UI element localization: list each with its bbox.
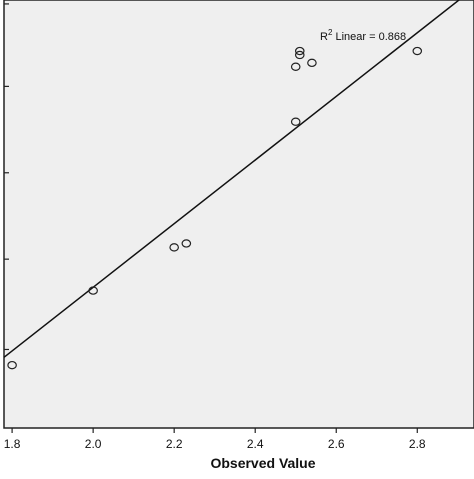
annotation-suffix: Linear = 0.868	[332, 31, 406, 43]
data-point	[290, 62, 301, 71]
plot-area	[3, 0, 474, 429]
x-tick-label: 2.6	[328, 437, 345, 451]
data-point	[294, 50, 305, 60]
data-points	[7, 46, 423, 370]
x-tick-label: 2.2	[166, 437, 183, 451]
annotation-prefix: R	[320, 31, 328, 43]
x-axis-title: Observed Value	[210, 455, 315, 471]
x-tick-label: 1.8	[4, 437, 21, 451]
data-point	[88, 286, 98, 295]
data-point	[307, 58, 317, 68]
data-point	[290, 117, 301, 126]
x-tick-label: 2.4	[247, 437, 264, 451]
data-point	[294, 46, 305, 56]
fit-line	[3, 0, 461, 358]
data-point	[412, 46, 423, 56]
data-point	[169, 243, 179, 252]
annotation-superscript: 2	[328, 28, 333, 37]
x-tick-label: 2.8	[409, 437, 426, 451]
r-squared-annotation: R2 Linear = 0.868	[320, 28, 406, 43]
data-point	[181, 239, 192, 248]
x-tick-label: 2.0	[85, 437, 102, 451]
x-axis-ticks: 1.8 2.0 2.2 2.4 2.6 2.8	[4, 428, 426, 451]
y-axis-ticks	[4, 3, 9, 351]
data-point	[7, 360, 17, 370]
